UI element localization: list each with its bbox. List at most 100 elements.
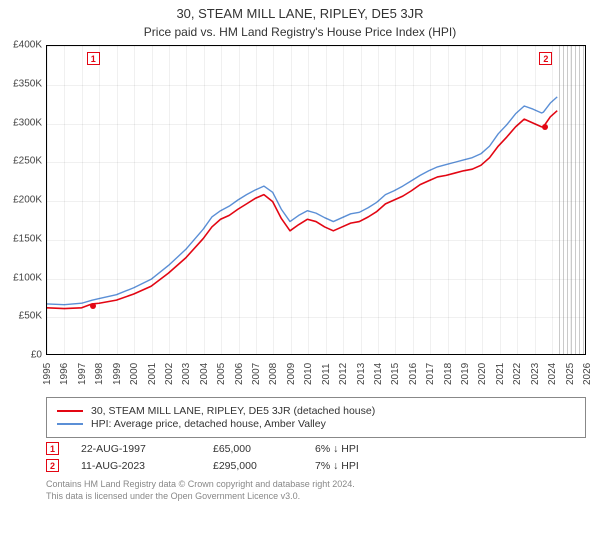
future-hatch-region (559, 46, 585, 354)
gridline-horizontal (47, 124, 585, 125)
gridline-vertical (291, 46, 292, 354)
gridline-horizontal (47, 279, 585, 280)
legend-row-property: 30, STEAM MILL LANE, RIPLEY, DE5 3JR (de… (57, 405, 575, 417)
legend-row-hpi: HPI: Average price, detached house, Ambe… (57, 418, 575, 430)
gridline-vertical (221, 46, 222, 354)
x-tick-label: 2011 (321, 363, 332, 385)
x-tick-label: 2025 (565, 363, 576, 385)
x-tick-label: 2020 (477, 363, 488, 385)
gridline-vertical (47, 46, 48, 354)
transactions-table: 122-AUG-1997£65,0006% ↓ HPI211-AUG-2023£… (46, 442, 586, 472)
x-tick-label: 1998 (94, 363, 105, 385)
chart-subtitle: Price paid vs. HM Land Registry's House … (0, 25, 600, 39)
gridline-horizontal (47, 46, 585, 47)
gridline-vertical (430, 46, 431, 354)
plot-area: 12 (46, 45, 586, 355)
footer-line-1: Contains HM Land Registry data © Crown c… (46, 478, 586, 490)
transaction-date: 11-AUG-2023 (81, 460, 191, 472)
x-tick-label: 2012 (338, 363, 349, 385)
x-tick-label: 2015 (390, 363, 401, 385)
transaction-hpi-diff: 6% ↓ HPI (315, 443, 395, 455)
x-tick-label: 2023 (530, 363, 541, 385)
x-tick-label: 2013 (356, 363, 367, 385)
transaction-hpi-diff: 7% ↓ HPI (315, 460, 395, 472)
chart-container: 30, STEAM MILL LANE, RIPLEY, DE5 3JR Pri… (0, 6, 600, 502)
legend-swatch-hpi (57, 423, 83, 425)
x-tick-label: 2024 (547, 363, 558, 385)
gridline-vertical (134, 46, 135, 354)
x-tick-label: 2022 (512, 363, 523, 385)
legend-swatch-property (57, 410, 83, 412)
y-tick-label: £200K (13, 195, 42, 206)
gridline-vertical (273, 46, 274, 354)
x-tick-label: 2006 (234, 363, 245, 385)
gridline-vertical (361, 46, 362, 354)
transaction-marker-box: 2 (539, 52, 552, 65)
x-tick-label: 1996 (59, 363, 70, 385)
gridline-vertical (204, 46, 205, 354)
x-tick-label: 2000 (129, 363, 140, 385)
y-axis: £0£50K£100K£150K£200K£250K£300K£350K£400… (0, 45, 46, 355)
y-tick-label: £250K (13, 156, 42, 167)
gridline-vertical (552, 46, 553, 354)
transaction-date: 22-AUG-1997 (81, 443, 191, 455)
gridline-vertical (308, 46, 309, 354)
legend-label-property: 30, STEAM MILL LANE, RIPLEY, DE5 3JR (de… (91, 405, 375, 417)
gridline-vertical (239, 46, 240, 354)
transaction-price: £65,000 (213, 443, 293, 455)
gridline-horizontal (47, 85, 585, 86)
gridline-vertical (186, 46, 187, 354)
transaction-marker-box: 1 (87, 52, 100, 65)
gridline-horizontal (47, 201, 585, 202)
gridline-vertical (99, 46, 100, 354)
gridline-vertical (517, 46, 518, 354)
plot-row: £0£50K£100K£150K£200K£250K£300K£350K£400… (0, 45, 600, 355)
x-axis: 1995199619971998199920002001200220032004… (46, 355, 586, 389)
y-tick-label: £50K (19, 311, 42, 322)
gridline-horizontal (47, 317, 585, 318)
gridline-vertical (482, 46, 483, 354)
transaction-row-marker: 1 (46, 442, 59, 455)
gridline-vertical (465, 46, 466, 354)
series-svg (47, 46, 585, 354)
gridline-vertical (535, 46, 536, 354)
x-tick-label: 2004 (199, 363, 210, 385)
gridline-horizontal (47, 240, 585, 241)
x-tick-label: 1997 (77, 363, 88, 385)
x-tick-label: 2001 (147, 363, 158, 385)
x-tick-label: 2010 (303, 363, 314, 385)
transaction-row-marker: 2 (46, 459, 59, 472)
legend-box: 30, STEAM MILL LANE, RIPLEY, DE5 3JR (de… (46, 397, 586, 438)
gridline-vertical (500, 46, 501, 354)
x-tick-label: 2008 (268, 363, 279, 385)
footer-line-2: This data is licensed under the Open Gov… (46, 490, 586, 502)
x-tick-label: 2003 (181, 363, 192, 385)
gridline-vertical (413, 46, 414, 354)
gridline-horizontal (47, 162, 585, 163)
y-tick-label: £300K (13, 117, 42, 128)
x-tick-label: 2018 (443, 363, 454, 385)
chart-title: 30, STEAM MILL LANE, RIPLEY, DE5 3JR (0, 6, 600, 21)
transaction-dot (90, 303, 96, 309)
y-tick-label: £100K (13, 272, 42, 283)
gridline-vertical (169, 46, 170, 354)
transaction-dot (542, 124, 548, 130)
x-tick-label: 2014 (373, 363, 384, 385)
y-tick-label: £0 (31, 350, 42, 361)
legend-label-hpi: HPI: Average price, detached house, Ambe… (91, 418, 326, 430)
gridline-vertical (395, 46, 396, 354)
footer-attribution: Contains HM Land Registry data © Crown c… (46, 478, 586, 502)
gridline-vertical (448, 46, 449, 354)
x-tick-label: 2005 (216, 363, 227, 385)
x-tick-label: 2002 (164, 363, 175, 385)
y-tick-label: £400K (13, 40, 42, 51)
x-tick-label: 2007 (251, 363, 262, 385)
gridline-vertical (326, 46, 327, 354)
x-tick-label: 2016 (408, 363, 419, 385)
gridline-vertical (117, 46, 118, 354)
gridline-vertical (82, 46, 83, 354)
x-tick-label: 2021 (495, 363, 506, 385)
gridline-vertical (64, 46, 65, 354)
gridline-vertical (152, 46, 153, 354)
y-tick-label: £150K (13, 233, 42, 244)
